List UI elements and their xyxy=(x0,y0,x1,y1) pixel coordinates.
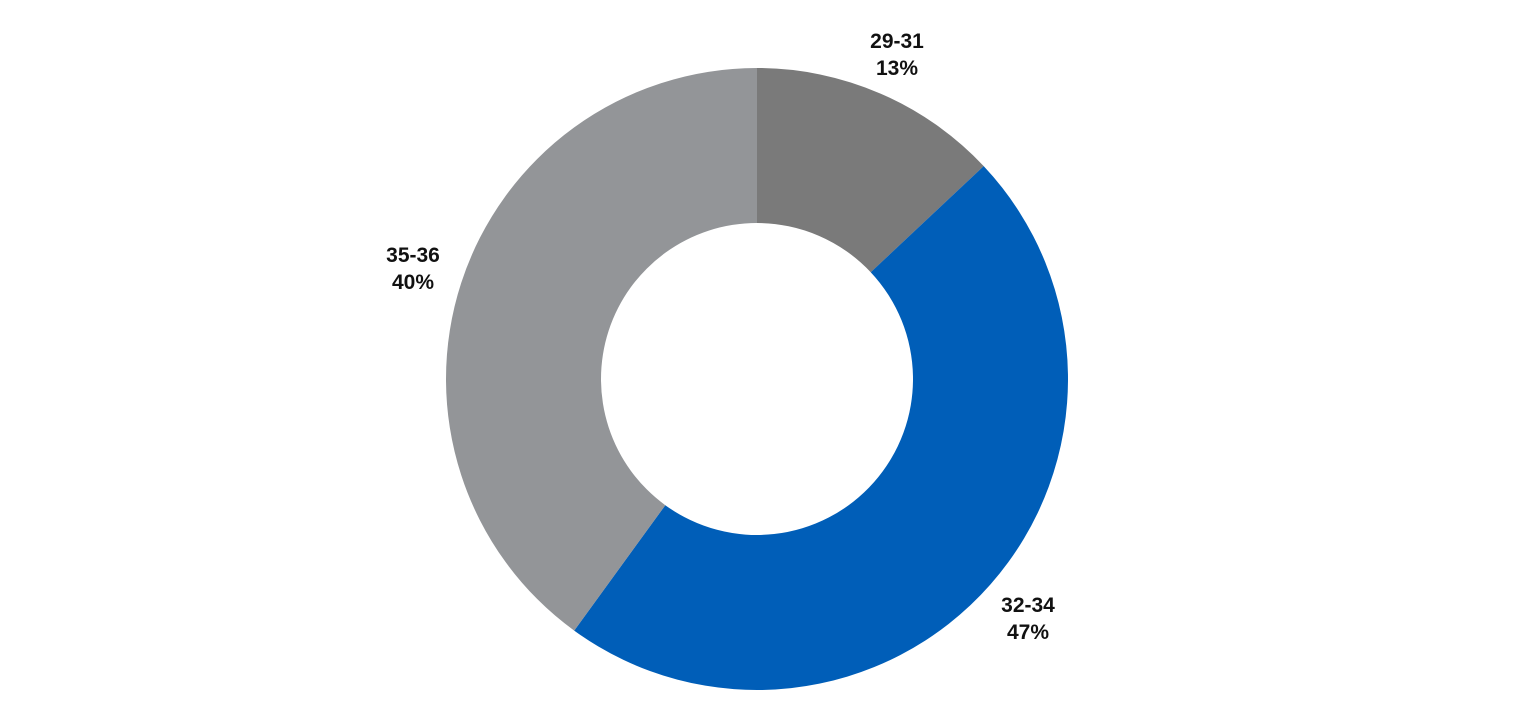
slice-label-29-31: 29-31 xyxy=(870,30,924,53)
slice-percent-35-36: 40% xyxy=(392,271,434,294)
slice-percent-29-31: 13% xyxy=(876,57,918,80)
labels-layer: 29-31 13% 32-34 47% 35-36 40% xyxy=(386,30,1055,644)
slice-label-32-34: 32-34 xyxy=(1001,594,1055,617)
slice-percent-32-34: 47% xyxy=(1007,621,1049,644)
slices-layer xyxy=(445,68,1068,691)
slice-29-31 xyxy=(757,68,984,273)
slice-label-35-36: 35-36 xyxy=(386,244,440,267)
slice-35-36 xyxy=(445,68,757,631)
slice-32-34 xyxy=(574,166,1068,691)
